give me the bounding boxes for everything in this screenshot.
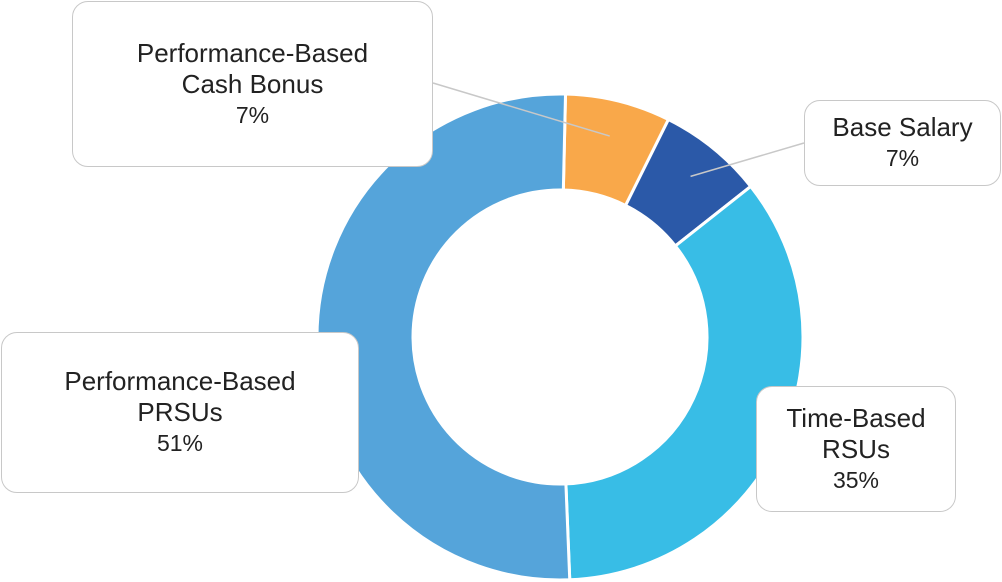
- callout-cash-bonus: Performance-Based Cash Bonus 7%: [72, 1, 433, 167]
- donut-slices: [315, 92, 805, 582]
- callout-performance-prsus-line1: Performance-Based: [64, 366, 296, 396]
- leader-line-base: [690, 142, 805, 178]
- callout-base-salary-line1: Base Salary: [832, 112, 973, 142]
- callout-performance-prsus-line2: PRSUs: [137, 397, 223, 427]
- slice-prsu: [315, 92, 572, 582]
- slice-rsu: [564, 184, 805, 582]
- leader-line-cash: [432, 82, 610, 137]
- callout-performance-prsus: Performance-Based PRSUs 51%: [1, 332, 359, 493]
- callout-cash-bonus-line2: Cash Bonus: [181, 68, 324, 99]
- callout-base-salary: Base Salary 7%: [804, 100, 1001, 186]
- callout-performance-prsus-value: 51%: [156, 430, 204, 456]
- callout-time-based-rsus-value: 35%: [832, 466, 880, 493]
- callout-base-salary-value: 7%: [885, 145, 920, 171]
- leader-lines: [432, 82, 805, 178]
- callout-time-based-rsus-line2: RSUs: [822, 433, 890, 464]
- callout-cash-bonus-value: 7%: [235, 101, 270, 128]
- callout-time-based-rsus-line1: Time-Based: [786, 402, 926, 433]
- callout-cash-bonus-line1: Performance-Based: [136, 37, 369, 68]
- callout-time-based-rsus: Time-Based RSUs 35%: [756, 386, 956, 512]
